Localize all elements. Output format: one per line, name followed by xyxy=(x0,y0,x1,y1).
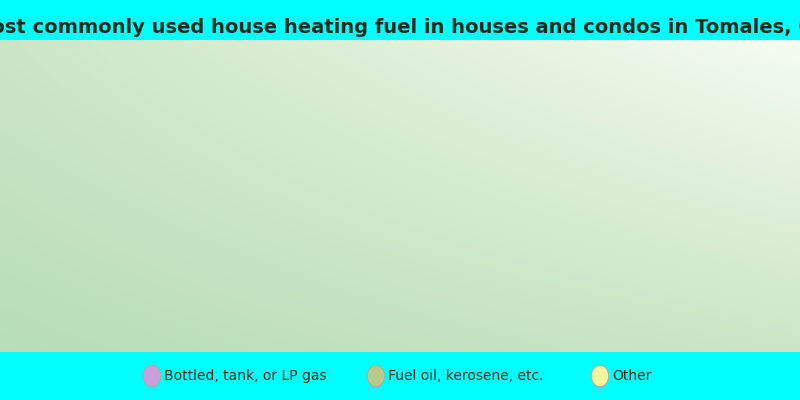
Ellipse shape xyxy=(591,365,609,387)
Text: Bottled, tank, or LP gas: Bottled, tank, or LP gas xyxy=(164,369,326,383)
Text: City-Data.com: City-Data.com xyxy=(646,58,725,68)
Ellipse shape xyxy=(143,365,161,387)
Text: Other: Other xyxy=(612,369,651,383)
Text: Most commonly used house heating fuel in houses and condos in Tomales, CA: Most commonly used house heating fuel in… xyxy=(0,18,800,37)
Polygon shape xyxy=(510,196,620,313)
Polygon shape xyxy=(534,305,621,326)
Polygon shape xyxy=(179,105,578,326)
Text: Fuel oil, kerosene, etc.: Fuel oil, kerosene, etc. xyxy=(388,369,543,383)
Ellipse shape xyxy=(367,365,385,387)
